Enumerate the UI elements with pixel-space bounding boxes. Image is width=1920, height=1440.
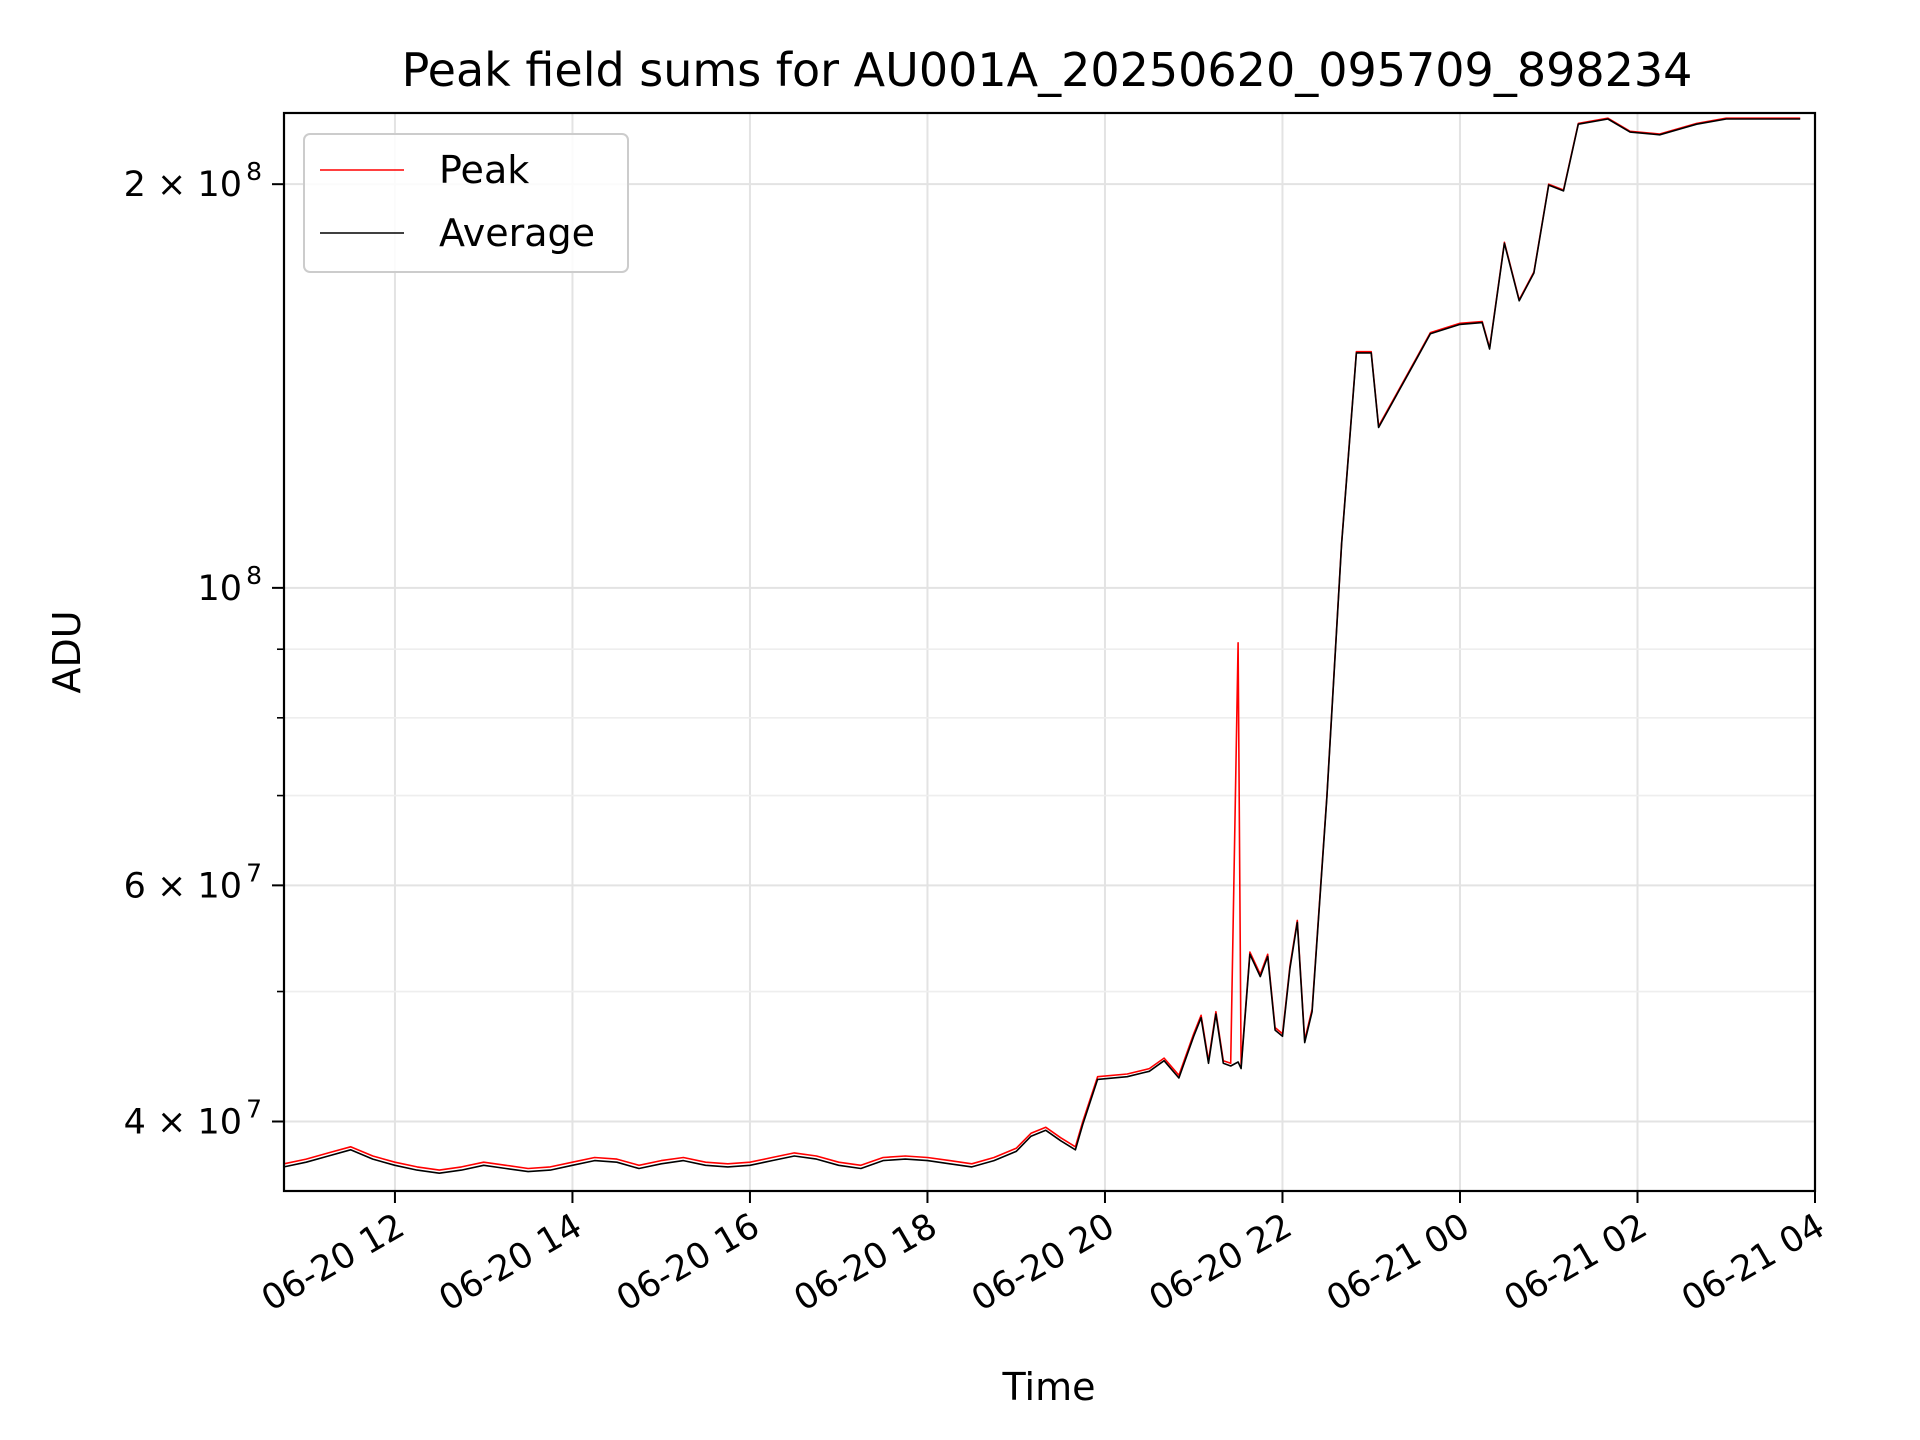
y-tick-label: 10 <box>197 569 242 609</box>
y-tick-label: 6 × 10 <box>124 866 242 906</box>
y-tick-exponent: 8 <box>246 561 262 590</box>
y-tick-label: 2 × 10 <box>124 165 242 205</box>
chart-title: Peak field sums for AU001A_20250620_0957… <box>402 43 1693 97</box>
y-axis-label: ADU <box>45 610 89 693</box>
y-tick-exponent: 7 <box>246 1094 262 1123</box>
y-tick-exponent: 7 <box>246 858 262 887</box>
y-tick-label: 4 × 10 <box>124 1102 242 1142</box>
legend-box <box>303 133 629 273</box>
y-tick-exponent: 8 <box>246 157 262 186</box>
x-axis-label: Time <box>1002 1365 1096 1409</box>
legend-label-average: Average <box>439 211 595 255</box>
y-axis-ticks: 4 × 10 76 × 10 710 82 × 10 8 <box>124 157 284 1142</box>
legend: Peak Average <box>303 133 629 273</box>
plot-frame <box>282 111 1817 1193</box>
series-line-average <box>283 118 1801 1174</box>
legend-label-peak: Peak <box>439 148 529 192</box>
series-layer <box>283 117 1801 1174</box>
